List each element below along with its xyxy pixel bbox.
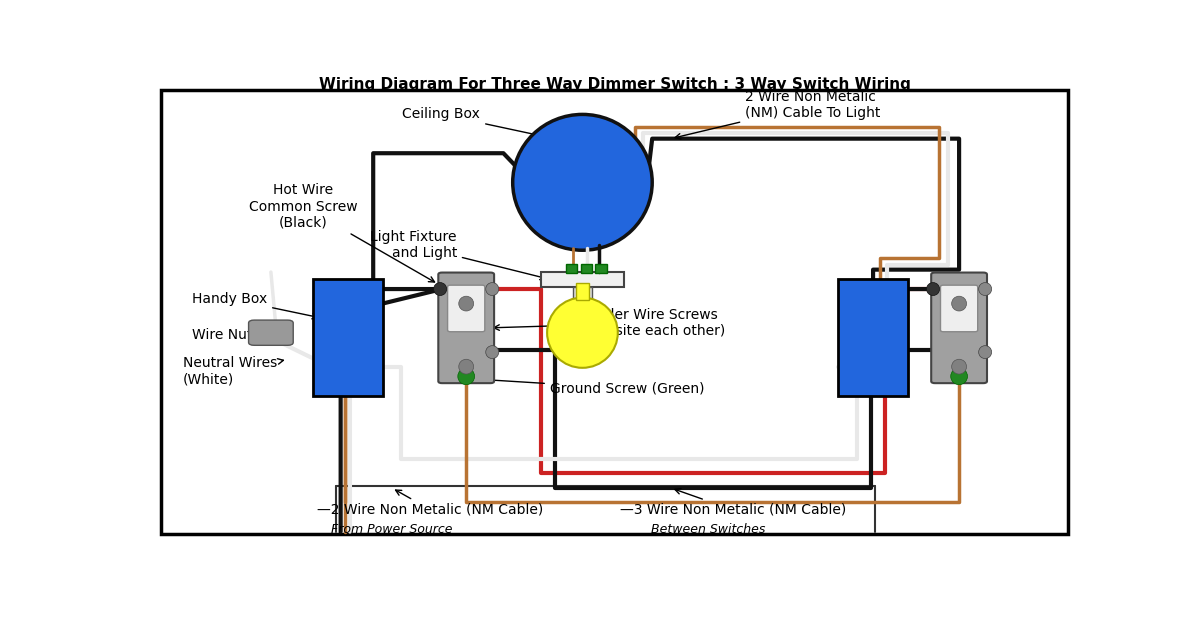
Ellipse shape	[458, 359, 474, 374]
Bar	[565, 265, 577, 273]
Text: From Power Source: From Power Source	[331, 523, 452, 536]
Text: —2 Wire Non Metalic (NM Cable): —2 Wire Non Metalic (NM Cable)	[317, 490, 544, 517]
FancyBboxPatch shape	[941, 285, 978, 332]
Bar	[541, 272, 624, 287]
Bar	[313, 279, 383, 396]
Bar	[595, 265, 607, 273]
Ellipse shape	[952, 296, 966, 311]
Text: Neutral Wires
(White): Neutral Wires (White)	[182, 357, 283, 387]
Text: Wiring Diagram For Three Way Dimmer Switch : 3 Way Switch Wiring: Wiring Diagram For Three Way Dimmer Swit…	[319, 77, 911, 91]
Ellipse shape	[458, 368, 474, 385]
Bar	[581, 265, 592, 273]
Text: Traveler Wire Screws
(Opposite each other): Traveler Wire Screws (Opposite each othe…	[493, 308, 726, 338]
Ellipse shape	[979, 346, 991, 358]
Text: Light Fixture
and Light: Light Fixture and Light	[371, 231, 546, 280]
Ellipse shape	[433, 283, 446, 295]
FancyBboxPatch shape	[438, 273, 494, 383]
Text: Hot Wire
Common Screw
(Black): Hot Wire Common Screw (Black)	[250, 183, 434, 282]
Ellipse shape	[458, 296, 474, 311]
Bar	[839, 279, 908, 396]
Ellipse shape	[979, 283, 991, 295]
Text: —3 Wire Non Metalic (NM Cable): —3 Wire Non Metalic (NM Cable)	[619, 489, 846, 517]
Text: Between Switches: Between Switches	[650, 523, 766, 536]
FancyBboxPatch shape	[931, 273, 986, 383]
Text: 2 Wire Non Metalic
(NM) Cable To Light: 2 Wire Non Metalic (NM) Cable To Light	[676, 89, 881, 139]
FancyBboxPatch shape	[448, 285, 485, 332]
Ellipse shape	[512, 115, 653, 250]
Text: Handy Box: Handy Box	[192, 292, 318, 319]
Ellipse shape	[486, 283, 499, 295]
Ellipse shape	[926, 283, 940, 295]
Ellipse shape	[952, 359, 966, 374]
FancyBboxPatch shape	[248, 320, 293, 345]
Ellipse shape	[547, 297, 618, 368]
Ellipse shape	[486, 346, 499, 358]
Text: Wire Nut: Wire Nut	[192, 328, 290, 342]
Text: Ground Screw (Green): Ground Screw (Green)	[475, 377, 704, 396]
Text: Ceiling Box: Ceiling Box	[402, 107, 551, 139]
Bar	[574, 287, 592, 306]
Ellipse shape	[950, 368, 967, 385]
Bar	[576, 283, 589, 300]
